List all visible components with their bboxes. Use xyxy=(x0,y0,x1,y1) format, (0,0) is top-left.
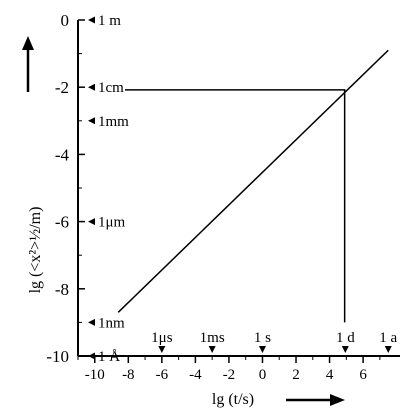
reference-line xyxy=(124,89,346,323)
x-ticks: -10 -8 -6 -4 -2 0 2 4 6 xyxy=(77,356,381,383)
x-tick-label: -10 xyxy=(85,367,105,383)
x-tick-label: -8 xyxy=(122,367,135,383)
y-unit-label: 1nm xyxy=(98,315,125,331)
x-unit-label: 1 d xyxy=(336,330,355,346)
y-unit-label: 1 m xyxy=(98,13,121,29)
x-axis-title: lg (t/s) xyxy=(212,391,254,408)
x-unit-label: 1 a xyxy=(379,330,397,346)
x-tick-label: 4 xyxy=(326,367,334,383)
y-unit-label: 1cm xyxy=(98,80,124,96)
y-unit-marker xyxy=(88,318,95,326)
x-tick-label: 6 xyxy=(359,367,367,383)
y-unit-marker xyxy=(88,117,95,125)
x-axis-title-group: lg (t/s) xyxy=(212,391,345,408)
y-tick-label: -8 xyxy=(55,280,69,299)
y-unit-marks: 1 m 1cm 1mm 1μm 1nm 1 Å xyxy=(88,13,129,365)
y-unit-marker xyxy=(88,218,95,226)
x-axis-title-arrowhead xyxy=(330,394,345,406)
x-unit-marker xyxy=(258,346,266,353)
x-unit-marker xyxy=(384,346,392,353)
y-unit-label: 1μm xyxy=(98,215,126,231)
y-tick-label: -10 xyxy=(46,347,69,366)
y-unit-label: 1 Å xyxy=(98,349,120,365)
series xyxy=(117,49,389,313)
axes xyxy=(77,20,400,357)
x-unit-marker xyxy=(158,346,166,353)
x-tick-label: -4 xyxy=(189,367,202,383)
y-unit-label: 1mm xyxy=(98,114,129,130)
y-unit-marker xyxy=(88,16,95,24)
x-unit-label: 1 s xyxy=(254,330,271,346)
series-line xyxy=(117,49,389,313)
x-tick-label: -6 xyxy=(156,367,169,383)
x-tick-label: 2 xyxy=(292,367,300,383)
y-unit-marker xyxy=(88,83,95,91)
y-axis-title-arrowhead xyxy=(22,36,34,50)
y-tick-label: -4 xyxy=(55,145,70,164)
y-tick-label: 0 xyxy=(61,11,70,30)
y-axis-title: lg (<x²>½/m) xyxy=(27,207,44,294)
y-axis-title-group: lg (<x²>½/m) xyxy=(22,36,44,293)
y-tick-label: -6 xyxy=(55,213,69,232)
y-tick-label: -2 xyxy=(55,78,69,97)
reference-lines xyxy=(124,89,346,323)
x-unit-marks: 1μs 1ms 1 s 1 d 1 a xyxy=(151,330,398,353)
x-tick-label: 0 xyxy=(259,367,267,383)
y-ticks: 0 -2 -4 -6 -8 -10 xyxy=(46,11,85,366)
x-unit-marker xyxy=(208,346,216,353)
x-tick-label: -2 xyxy=(223,367,236,383)
x-unit-marker xyxy=(341,346,349,353)
y-unit-marker xyxy=(88,352,95,360)
x-unit-label: 1μs xyxy=(151,330,173,346)
x-unit-label: 1ms xyxy=(200,330,225,346)
